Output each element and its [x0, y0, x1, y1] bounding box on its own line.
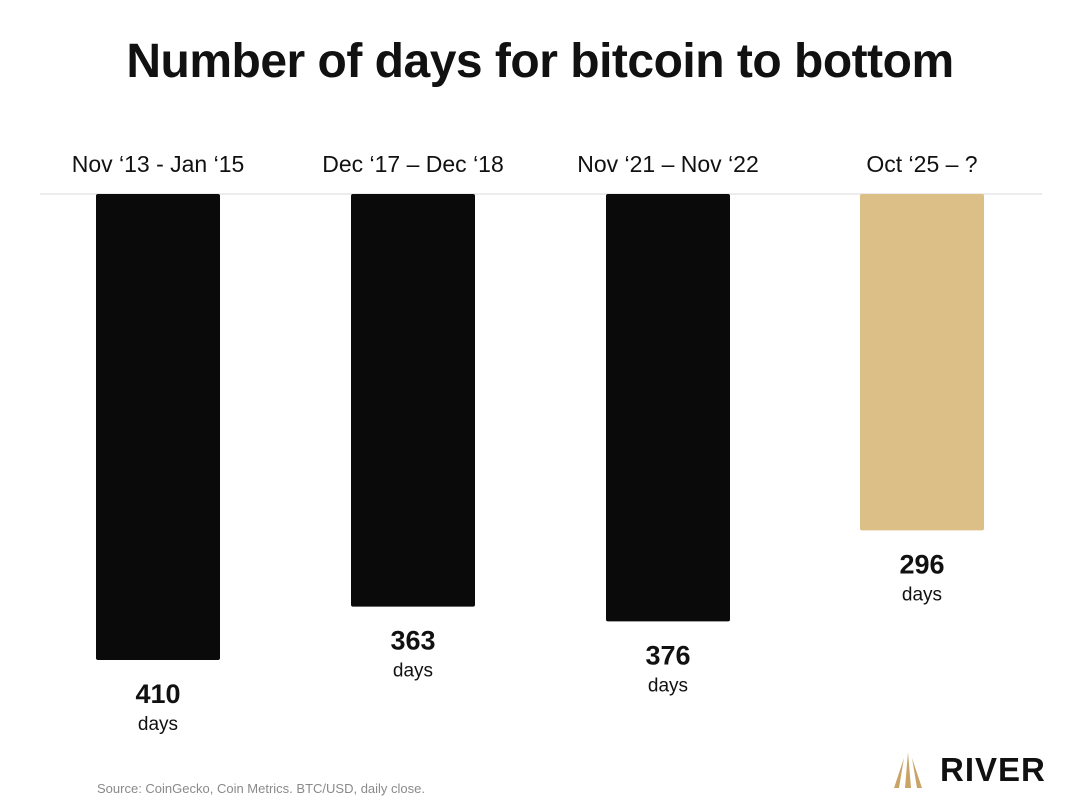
chart-title: Number of days for bitcoin to bottom — [126, 35, 954, 88]
bar — [96, 194, 220, 660]
brand-name: RIVER — [940, 751, 1046, 788]
unit-label: days — [138, 714, 178, 735]
bar — [606, 194, 730, 622]
unit-label: days — [393, 661, 433, 682]
value-label: 296 — [899, 549, 944, 579]
bar — [860, 194, 984, 531]
category-label: Dec ‘17 – Dec ‘18 — [322, 151, 504, 177]
unit-label: days — [648, 675, 688, 696]
source-note: Source: CoinGecko, Coin Metrics. BTC/USD… — [97, 781, 425, 796]
value-label: 410 — [135, 679, 180, 709]
category-label: Nov ‘13 - Jan ‘15 — [72, 151, 245, 177]
brand-logo: RIVER — [888, 750, 1046, 790]
category-label: Nov ‘21 – Nov ‘22 — [577, 151, 759, 177]
category-label: Oct ‘25 – ? — [866, 151, 977, 177]
river-logo-icon — [894, 752, 922, 788]
bar — [351, 194, 475, 607]
value-label: 363 — [390, 626, 435, 656]
value-label: 376 — [645, 640, 690, 670]
unit-label: days — [902, 584, 942, 605]
